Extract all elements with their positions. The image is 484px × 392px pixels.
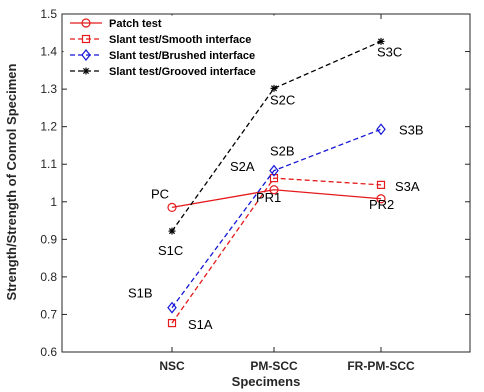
point-label: PC	[151, 186, 169, 201]
legend-circle-marker-shape	[81, 18, 91, 28]
y-axis-title: Strength/Strength of Conrol Specimen	[4, 63, 19, 300]
data-point-square-marker-shape	[167, 318, 177, 328]
x-tick-label: FR-PM-SCC	[347, 359, 415, 373]
data-point-circle-marker	[376, 194, 386, 204]
legend-square-marker	[81, 34, 91, 44]
legend-square-marker-shape	[81, 34, 91, 44]
y-tick-label: 1.2	[40, 120, 57, 134]
y-tick-label: 0.6	[40, 345, 57, 359]
point-label: S2A	[230, 159, 255, 174]
legend-label: Slant test/Smooth interface	[109, 34, 251, 46]
y-tick-label: 0.8	[40, 270, 57, 284]
legend-circle-marker	[81, 18, 91, 28]
x-tick-label: PM-SCC	[250, 359, 298, 373]
series-line	[171, 189, 382, 209]
point-label: PR2	[369, 197, 394, 212]
data-point-square-marker-shape	[376, 180, 386, 189]
data-point-asterisk-marker	[270, 84, 278, 92]
data-point-square-marker-shape	[269, 174, 279, 183]
data-point-asterisk-marker	[377, 37, 385, 45]
point-label: PR1	[256, 190, 281, 205]
data-point-diamond-marker	[167, 301, 177, 314]
y-tick-label: 0.9	[40, 232, 57, 246]
legend-label: Slant test/Grooved interface	[109, 66, 256, 78]
point-label: S1A	[188, 317, 213, 332]
series-line	[171, 40, 382, 232]
legend-diamond-marker-shape	[81, 49, 91, 61]
series-line	[171, 177, 382, 324]
data-point-circle-marker-shape	[376, 194, 386, 204]
legend-asterisk-marker	[82, 67, 90, 75]
x-tick-label: NSC	[159, 359, 185, 373]
data-point-circle-marker	[269, 185, 279, 195]
data-point-square-marker	[269, 174, 279, 183]
data-point-diamond-marker	[376, 123, 386, 136]
data-point-asterisk-marker-stroke	[168, 228, 176, 235]
legend-asterisk-marker-stroke	[82, 67, 90, 75]
y-tick-label: 1.1	[40, 157, 57, 171]
legend-label: Patch test	[109, 18, 162, 30]
data-point-circle-marker	[167, 202, 177, 213]
data-point-diamond-marker-shape	[269, 164, 279, 177]
point-label: S3B	[399, 122, 424, 137]
legend-box	[63, 15, 281, 83]
point-label: S1B	[128, 286, 153, 301]
data-point-circle-marker-shape	[167, 202, 177, 213]
data-point-square-marker	[167, 318, 177, 328]
data-point-asterisk-marker	[168, 227, 176, 235]
data-point-diamond-marker	[269, 164, 279, 177]
y-tick-label: 1.3	[40, 82, 57, 96]
point-label: S3C	[377, 44, 402, 59]
data-point-square-marker	[376, 180, 386, 189]
y-tick-label: 1.5	[40, 7, 57, 21]
point-label: S1C	[158, 243, 183, 258]
series-line	[171, 128, 382, 309]
data-point-diamond-marker-shape	[167, 301, 177, 314]
legend-label: Slant test/Brushed interface	[109, 50, 255, 62]
y-tick-label: 1.4	[40, 45, 57, 59]
y-tick-label: 0.7	[40, 307, 57, 321]
point-label: S3A	[395, 179, 420, 194]
data-point-diamond-marker-shape	[376, 123, 386, 136]
data-point-asterisk-marker-stroke	[377, 38, 385, 45]
point-label: S2B	[270, 144, 295, 159]
x-axis-title: Specimens	[232, 374, 301, 389]
data-point-asterisk-marker-stroke	[270, 85, 278, 92]
y-tick-label: 1	[50, 195, 57, 209]
data-point-circle-marker-shape	[269, 185, 279, 195]
legend-diamond-marker	[81, 49, 91, 61]
point-label: S2C	[270, 92, 295, 107]
